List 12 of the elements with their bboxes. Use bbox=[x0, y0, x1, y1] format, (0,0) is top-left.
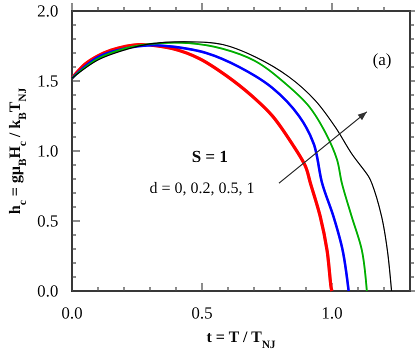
y-tick-label: 1.0 bbox=[37, 141, 58, 160]
annotation: S = 1 bbox=[192, 147, 228, 166]
x-axis-title: t = T / T$_{NJ}$ bbox=[206, 329, 276, 351]
x-tick-label: 1.0 bbox=[321, 303, 343, 322]
y-tick-label: 0.5 bbox=[37, 211, 58, 230]
y-tick-label: 0.0 bbox=[37, 281, 58, 300]
x-tick-label: 0.0 bbox=[61, 303, 83, 322]
x-tick-label: 0.5 bbox=[191, 303, 213, 322]
y-tick-label: 1.5 bbox=[37, 71, 58, 90]
annotation: (a) bbox=[372, 50, 392, 69]
y-tick-label: 2.0 bbox=[37, 1, 58, 20]
annotation: d = 0, 0.2, 0.5, 1 bbox=[149, 180, 255, 197]
